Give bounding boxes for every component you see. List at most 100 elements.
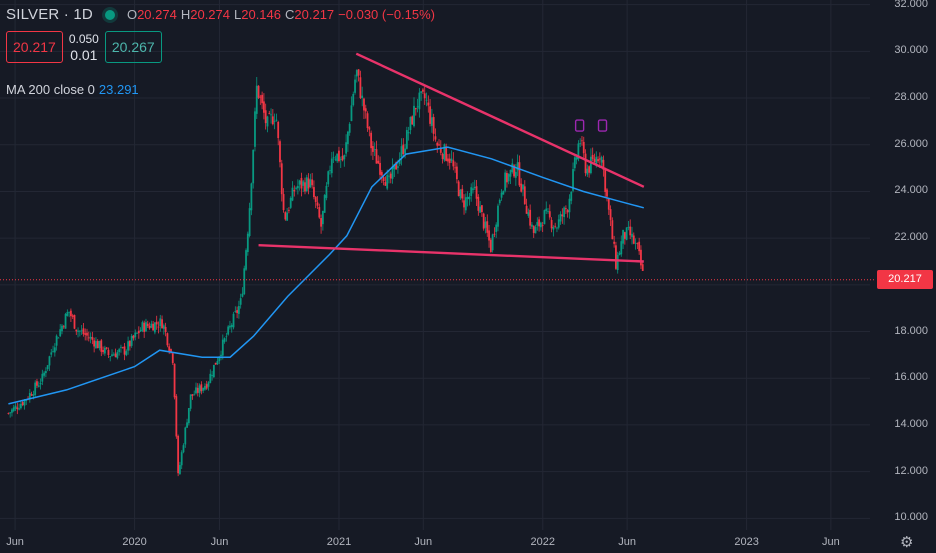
candle-body: [257, 85, 260, 98]
candle-body: [550, 219, 553, 229]
candle-body: [359, 77, 362, 98]
candle-body: [463, 200, 465, 208]
candle-body: [263, 101, 265, 113]
candle-body: [43, 372, 46, 376]
candle-body: [602, 159, 605, 170]
candle-body: [595, 156, 598, 165]
x-tick-label: Jun: [210, 536, 229, 548]
candle-body: [273, 120, 276, 122]
candle-body: [268, 113, 271, 115]
candle-body: [473, 187, 476, 189]
low-key: L: [234, 7, 242, 22]
candle-body: [332, 157, 335, 159]
candle-body: [275, 119, 278, 121]
candle-body: [563, 207, 566, 218]
candle-body: [11, 409, 13, 413]
candle-body: [341, 155, 344, 161]
candle-body: [591, 154, 594, 159]
candle-body: [454, 167, 457, 169]
candle-body: [523, 186, 526, 205]
candle-body: [196, 387, 199, 393]
candle-body: [464, 197, 467, 211]
candle-body: [593, 158, 596, 163]
candle-body: [379, 162, 381, 175]
candle-body: [531, 224, 533, 227]
candle-body: [345, 142, 348, 154]
candle-body: [388, 175, 390, 177]
candle-body: [207, 382, 210, 387]
market-status-dot: [104, 9, 115, 20]
candle-body: [556, 227, 558, 229]
sell-button[interactable]: 20.217: [6, 31, 63, 63]
candle-body: [372, 146, 374, 152]
candle-body: [179, 465, 181, 474]
candle-body: [481, 205, 483, 213]
candle-body: [597, 159, 599, 162]
candle-body: [514, 171, 517, 178]
candle-body: [39, 383, 42, 385]
candle-body: [289, 198, 292, 208]
candle-body: [500, 192, 503, 198]
candle-body: [70, 310, 72, 317]
order-panel: 20.217 0.050 0.01 20.267: [6, 31, 162, 63]
candle-body: [46, 365, 49, 370]
ohlc-values: O20.274 H20.274 L20.146 C20.217 −0.030 (…: [127, 7, 435, 22]
candle-body: [305, 177, 308, 192]
candle-body: [590, 156, 592, 174]
candle-body: [19, 403, 22, 409]
candle-body: [316, 202, 319, 206]
y-tick-label: 24.000: [894, 184, 928, 197]
candle-body: [162, 325, 165, 329]
quantity-value[interactable]: 0.01: [70, 47, 98, 63]
gear-icon[interactable]: ⚙: [900, 534, 914, 551]
candle-body: [130, 335, 133, 346]
candle-body: [71, 315, 74, 317]
candle-body: [284, 212, 287, 220]
change-value: −0.030 (−0.15%): [338, 7, 436, 22]
candle-body: [223, 338, 226, 342]
candle-body: [137, 330, 140, 334]
candle-body: [114, 353, 117, 358]
candle-body: [150, 323, 153, 328]
candle-body: [400, 146, 403, 158]
candle-body: [118, 349, 121, 352]
candle-body: [606, 189, 608, 197]
candle-body: [139, 329, 142, 332]
candle-body: [534, 226, 537, 234]
candle-body: [164, 326, 167, 333]
candle-body: [270, 114, 272, 116]
candle-body: [434, 136, 437, 140]
candle-body: [254, 111, 256, 147]
candle-body: [145, 322, 147, 332]
candle-body: [538, 219, 540, 227]
candle-body: [175, 396, 178, 437]
candle-body: [370, 132, 373, 149]
x-tick-label: 2020: [122, 536, 147, 548]
indicator-legend[interactable]: MA 200 close 0 23.291: [6, 82, 139, 97]
candle-body: [53, 347, 56, 353]
candle-body: [357, 69, 360, 76]
candle-body: [429, 106, 431, 124]
candle-body: [459, 189, 462, 199]
candle-body: [214, 362, 217, 365]
candle-body: [120, 346, 122, 348]
candle-body: [246, 233, 249, 253]
symbol-title[interactable]: SILVER · 1D: [6, 6, 93, 23]
trendline: [258, 243, 644, 263]
candle-body: [128, 340, 131, 347]
candle-body: [220, 354, 222, 357]
candle-body: [28, 393, 31, 400]
candle-body: [136, 332, 138, 334]
candle-body: [570, 191, 573, 201]
candle-body: [282, 194, 285, 211]
candle-body: [327, 171, 330, 185]
candle-body: [68, 311, 71, 313]
candle-body: [318, 207, 321, 218]
buy-button[interactable]: 20.267: [104, 31, 162, 63]
candle-body: [202, 387, 205, 391]
candle-body: [75, 329, 78, 332]
y-tick-label: 16.000: [894, 371, 928, 384]
candle-body: [116, 351, 119, 359]
candle-body: [564, 208, 567, 210]
